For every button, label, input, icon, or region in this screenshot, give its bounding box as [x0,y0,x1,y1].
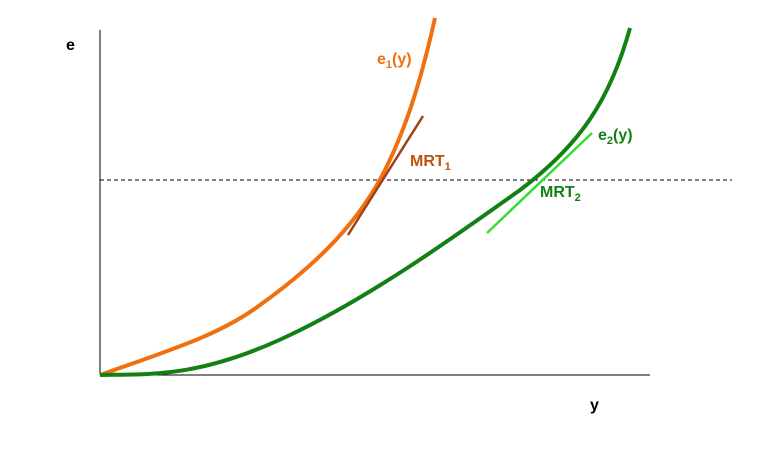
tangent-label: MRT1 [410,153,451,173]
y-axis-label: e [66,37,75,54]
label-sub: 1 [386,59,392,71]
curve-label: e2(y) [598,127,633,147]
label-suffix: (y) [613,127,633,144]
label-suffix: (y) [392,51,412,68]
curve-e1 [99,17,437,377]
label-sub: 2 [575,192,581,204]
tangent-mrt2 [486,132,593,234]
tangent-label: MRT2 [540,184,581,204]
curve-e2 [99,27,632,377]
label-sub: 2 [607,135,613,147]
tangent-mrt1 [346,115,425,236]
label-base: e [377,51,386,68]
curve-label: e1(y) [377,51,412,71]
label-base: e [598,127,607,144]
label-base: MRT [410,153,445,170]
label-base: MRT [540,184,575,201]
label-sub: 1 [445,161,451,173]
x-axis-label: y [590,397,599,414]
